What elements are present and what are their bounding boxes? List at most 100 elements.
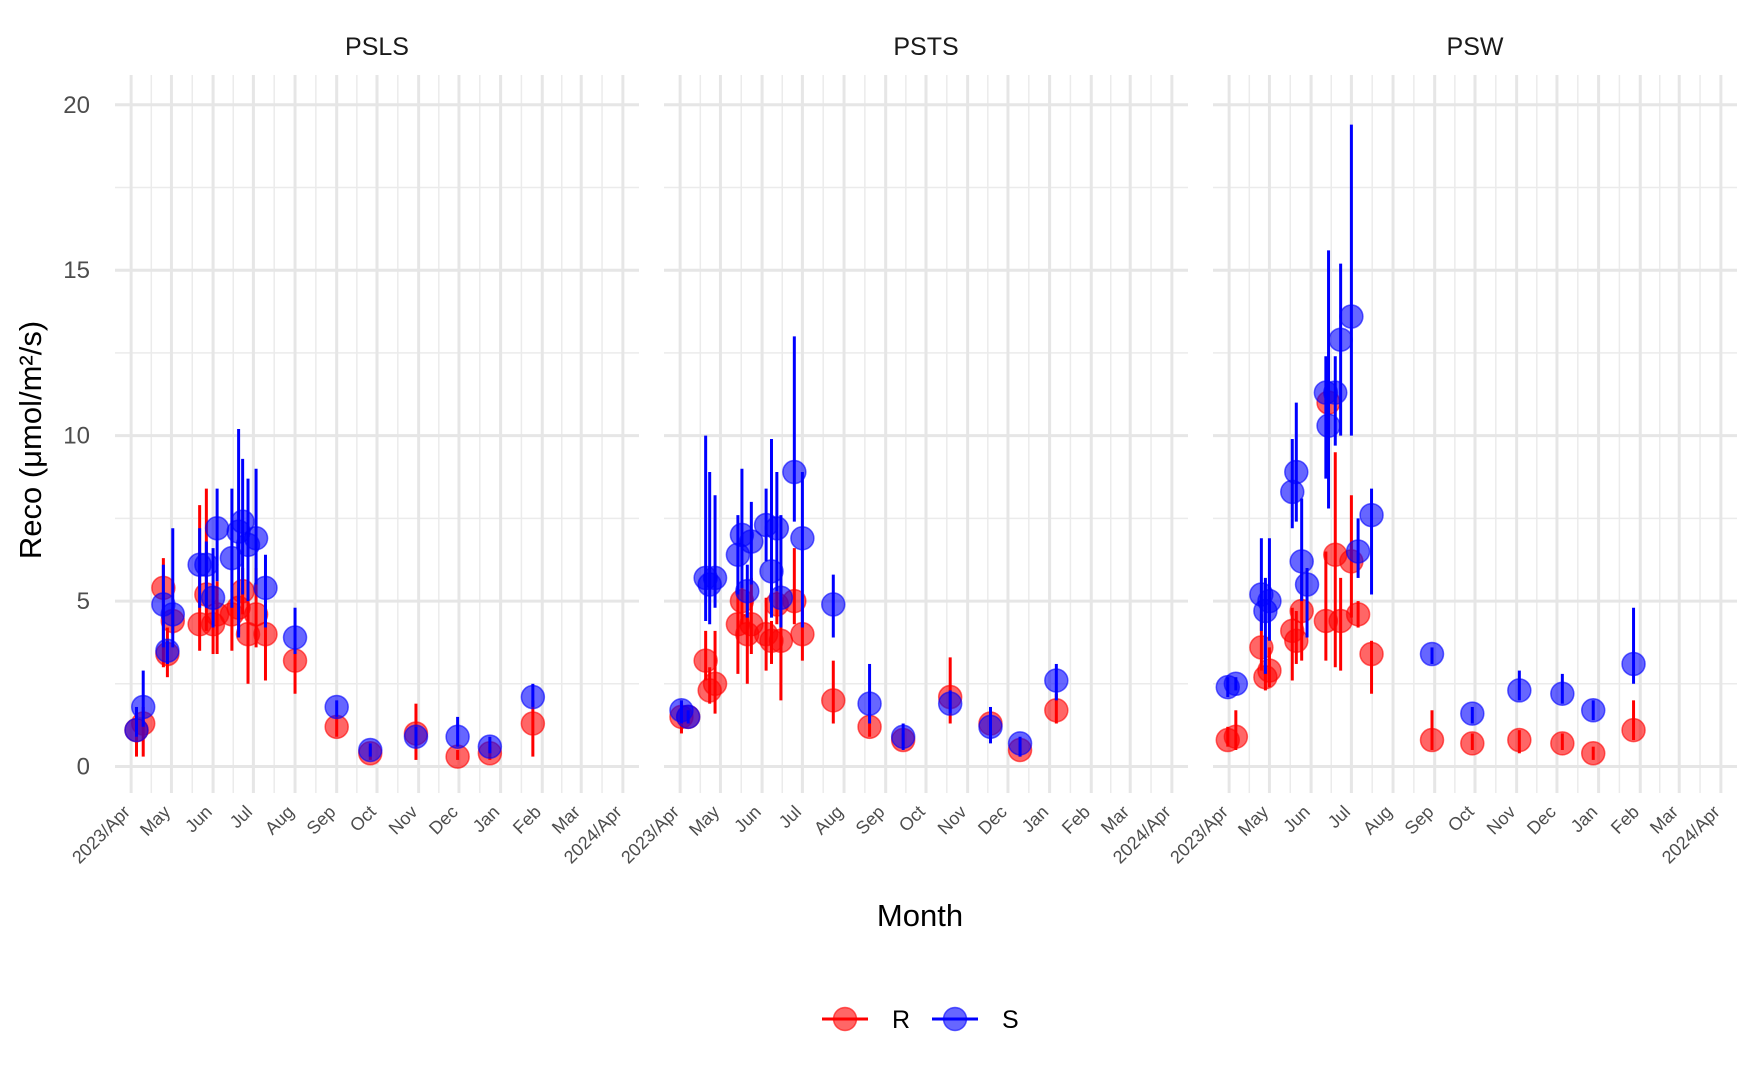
data-point (782, 459, 807, 485)
data-point (1044, 698, 1069, 723)
data-point (194, 552, 219, 577)
x-tick-label: May (136, 802, 174, 840)
x-tick-label: 2023/Apr (68, 802, 134, 868)
data-point (768, 585, 794, 611)
data-point (1345, 539, 1371, 564)
data-point (1419, 727, 1445, 753)
data-point (1323, 380, 1348, 405)
data-point (1249, 635, 1274, 660)
x-tick-label: May (685, 802, 723, 840)
legend-label: S (1002, 1006, 1019, 1034)
y-tick-label: 15 (63, 257, 90, 284)
data-point (790, 525, 815, 551)
data-point (1044, 668, 1069, 693)
data-point (1359, 641, 1384, 667)
series-r (1215, 389, 1646, 766)
legend-key-point (832, 1006, 858, 1032)
y-tick-label: 20 (63, 92, 90, 119)
data-point (282, 625, 308, 650)
data-point (702, 565, 728, 591)
data-point (1007, 731, 1033, 756)
x-tick-label: Oct (895, 802, 929, 836)
data-point (124, 717, 149, 743)
data-point (1580, 698, 1606, 723)
data-point (735, 578, 760, 604)
data-point (1257, 658, 1282, 683)
data-point (821, 688, 846, 713)
x-tick-label: Mar (1646, 802, 1682, 838)
data-point (759, 559, 784, 584)
x-tick-label: Jun (730, 802, 765, 837)
series-r (124, 488, 546, 769)
x-tick-label: Dec (425, 802, 462, 839)
data-point (520, 711, 546, 736)
data-point (243, 602, 269, 627)
y-tick-label: 5 (77, 588, 90, 615)
x-tick-label: Sep (852, 802, 889, 839)
data-point (1223, 671, 1249, 697)
data-point (204, 516, 230, 541)
data-point (821, 592, 846, 617)
data-point (243, 525, 269, 551)
series-s (1215, 124, 1646, 726)
legend-label: R (892, 1006, 910, 1034)
data-point (702, 671, 728, 697)
x-tick-label: Jan (1567, 802, 1602, 837)
data-point (1284, 628, 1309, 654)
x-tick-label: Aug (261, 802, 298, 839)
x-tick-label: Jan (1018, 802, 1053, 837)
x-tick-label: Oct (1444, 802, 1478, 836)
data-point (857, 691, 882, 716)
data-point (520, 684, 546, 710)
facet-title: PSW (1447, 33, 1504, 61)
data-point (1621, 651, 1646, 677)
facet-title: PSLS (345, 33, 409, 61)
data-point (1507, 678, 1532, 703)
data-point (403, 724, 429, 750)
x-axis-title: Month (877, 898, 963, 933)
data-point (764, 516, 790, 541)
data-point (130, 694, 156, 720)
data-point (1223, 724, 1249, 750)
data-point (693, 648, 718, 673)
x-tick-label: Sep (303, 802, 340, 839)
x-tick-label: Sep (1401, 802, 1438, 839)
x-tick-label: Jun (181, 802, 216, 837)
x-tick-label: Jul (1324, 802, 1354, 832)
legend-key-point (942, 1006, 968, 1032)
x-tick-label: Feb (509, 802, 545, 838)
x-tick-label: Aug (1359, 802, 1396, 839)
data-point (1280, 479, 1305, 505)
data-point (1257, 588, 1282, 614)
x-tick-label: Oct (346, 802, 380, 836)
x-tick-label: Mar (1097, 802, 1133, 838)
facet-panel-psw: PSW 2023/Apr May Jun Jul Aug Sep Oct Nov Dec Jan Fe… (1166, 33, 1737, 867)
data-point (978, 714, 1003, 740)
data-point (1284, 459, 1309, 485)
data-point (768, 628, 794, 654)
y-axis-title: Reco (μmol/m²/s) (13, 321, 48, 559)
data-point (1621, 717, 1646, 743)
data-point (1580, 741, 1606, 766)
data-point (937, 691, 963, 716)
series-s (124, 429, 546, 763)
data-point (445, 724, 470, 750)
data-point (1359, 502, 1384, 528)
data-point (1328, 327, 1353, 352)
data-point (358, 737, 383, 763)
facet-panel-psls: PSLS 0 5 10 15 20 2023/Apr May Jun Jul Aug Sep Oct No… (63, 33, 639, 867)
x-tick-label: Feb (1607, 802, 1643, 838)
data-point (1550, 731, 1575, 756)
data-point (890, 724, 916, 750)
data-point (1507, 727, 1532, 753)
x-tick-label: 2023/Apr (617, 802, 683, 868)
x-tick-label: Jul (226, 802, 256, 832)
facet-title: PSTS (893, 33, 958, 61)
data-point (155, 638, 180, 663)
data-point (230, 509, 255, 534)
data-point (253, 575, 278, 601)
x-tick-label: 2023/Apr (1166, 802, 1232, 868)
